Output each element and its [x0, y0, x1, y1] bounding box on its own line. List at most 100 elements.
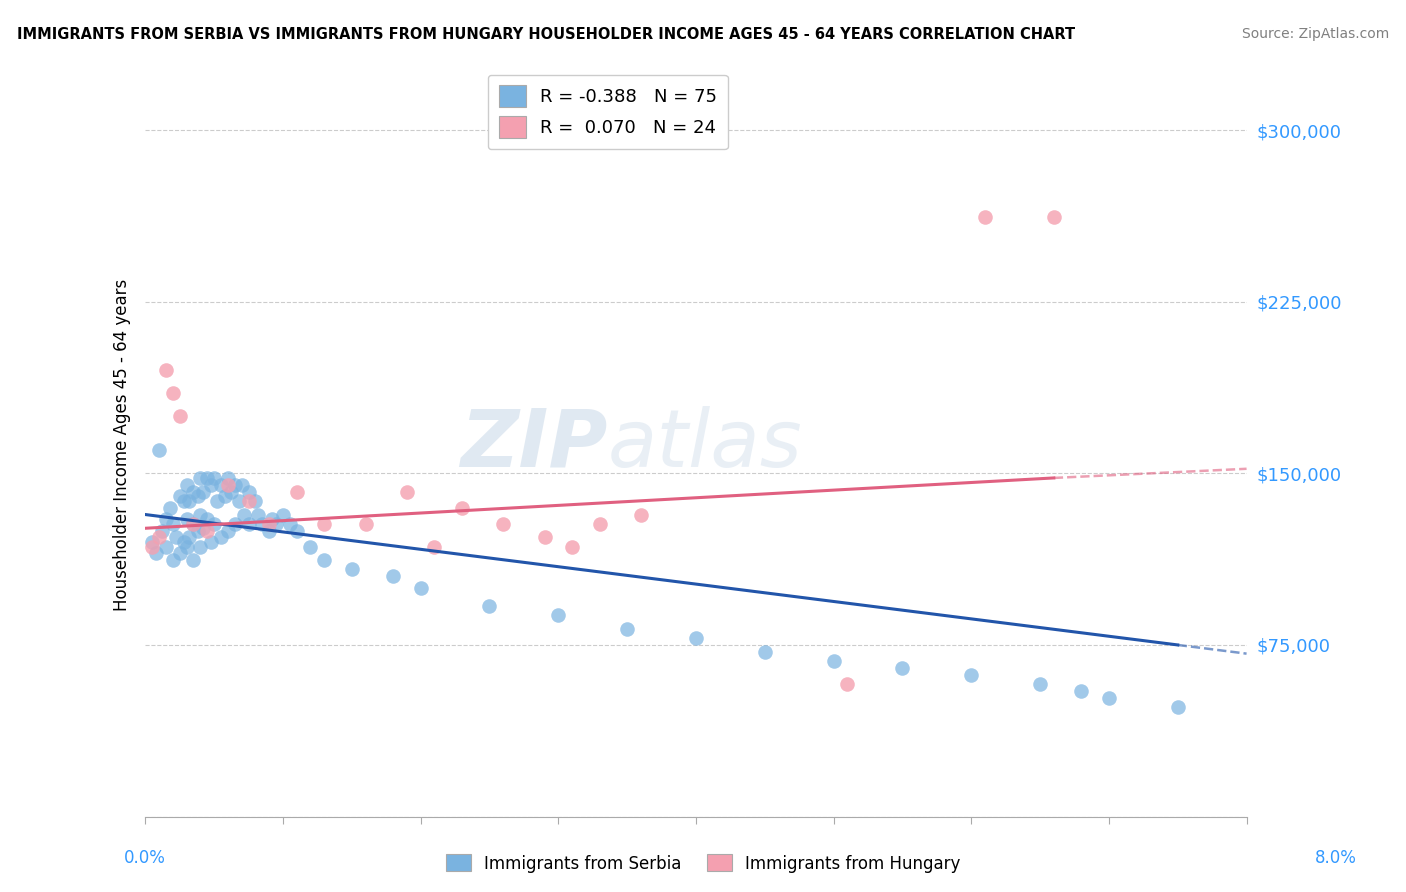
Point: [257, 516, 280, 531]
Point: [190, 540, 212, 554]
Point: [228, 493, 250, 508]
Point: [891, 661, 914, 675]
Point: [176, 477, 198, 491]
Point: [837, 677, 859, 691]
Point: [1043, 210, 1066, 224]
Point: [245, 493, 267, 508]
Point: [214, 489, 236, 503]
Point: [169, 489, 191, 503]
Point: [169, 409, 191, 424]
Text: ZIP: ZIP: [460, 406, 607, 483]
Point: [150, 524, 173, 538]
Point: [354, 516, 377, 531]
Point: [285, 484, 308, 499]
Point: [238, 516, 260, 531]
Point: [252, 516, 274, 531]
Point: [1098, 690, 1121, 705]
Point: [219, 484, 242, 499]
Point: [478, 599, 501, 613]
Text: 8.0%: 8.0%: [1315, 848, 1357, 866]
Point: [314, 516, 336, 531]
Point: [285, 524, 308, 538]
Point: [183, 516, 205, 531]
Point: [217, 524, 239, 538]
Point: [217, 471, 239, 485]
Point: [148, 443, 170, 458]
Point: [205, 493, 228, 508]
Point: [141, 540, 163, 554]
Text: IMMIGRANTS FROM SERBIA VS IMMIGRANTS FROM HUNGARY HOUSEHOLDER INCOME AGES 45 - 6: IMMIGRANTS FROM SERBIA VS IMMIGRANTS FRO…: [17, 27, 1076, 42]
Point: [630, 508, 652, 522]
Point: [187, 524, 209, 538]
Point: [179, 493, 201, 508]
Point: [314, 553, 336, 567]
Text: 0.0%: 0.0%: [124, 848, 166, 866]
Point: [382, 569, 405, 583]
Point: [395, 484, 418, 499]
Point: [141, 535, 163, 549]
Point: [176, 512, 198, 526]
Point: [165, 530, 187, 544]
Point: [217, 477, 239, 491]
Point: [754, 645, 776, 659]
Point: [1029, 677, 1052, 691]
Legend: R = -0.388   N = 75, R =  0.070   N = 24: R = -0.388 N = 75, R = 0.070 N = 24: [488, 75, 728, 149]
Point: [238, 484, 260, 499]
Point: [195, 524, 218, 538]
Point: [423, 540, 446, 554]
Point: [183, 484, 205, 499]
Point: [409, 581, 432, 595]
Point: [183, 553, 205, 567]
Point: [162, 553, 184, 567]
Text: atlas: atlas: [607, 406, 803, 483]
Point: [299, 540, 322, 554]
Point: [247, 508, 270, 522]
Point: [257, 524, 280, 538]
Point: [224, 477, 246, 491]
Point: [588, 516, 610, 531]
Point: [685, 631, 707, 645]
Point: [974, 210, 997, 224]
Point: [1167, 699, 1189, 714]
Point: [264, 516, 287, 531]
Point: [823, 654, 845, 668]
Point: [190, 471, 212, 485]
Point: [202, 471, 225, 485]
Point: [190, 508, 212, 522]
Point: [159, 500, 181, 515]
Point: [162, 516, 184, 531]
Point: [547, 608, 569, 623]
Point: [209, 530, 232, 544]
Text: Source: ZipAtlas.com: Source: ZipAtlas.com: [1241, 27, 1389, 41]
Point: [451, 500, 474, 515]
Point: [162, 386, 184, 401]
Point: [492, 516, 515, 531]
Point: [200, 477, 222, 491]
Point: [155, 512, 177, 526]
Point: [238, 493, 260, 508]
Point: [202, 516, 225, 531]
Point: [173, 535, 195, 549]
Point: [191, 521, 214, 535]
Point: [561, 540, 583, 554]
Point: [195, 471, 218, 485]
Point: [169, 546, 191, 560]
Point: [233, 508, 256, 522]
Point: [533, 530, 555, 544]
Point: [231, 477, 253, 491]
Point: [271, 508, 294, 522]
Point: [155, 540, 177, 554]
Y-axis label: Householder Income Ages 45 - 64 years: Householder Income Ages 45 - 64 years: [114, 278, 131, 611]
Point: [209, 477, 232, 491]
Point: [173, 493, 195, 508]
Point: [960, 667, 983, 681]
Point: [1070, 683, 1092, 698]
Point: [224, 516, 246, 531]
Point: [260, 512, 283, 526]
Point: [187, 489, 209, 503]
Point: [200, 535, 222, 549]
Point: [176, 540, 198, 554]
Point: [155, 363, 177, 377]
Point: [148, 530, 170, 544]
Point: [179, 530, 201, 544]
